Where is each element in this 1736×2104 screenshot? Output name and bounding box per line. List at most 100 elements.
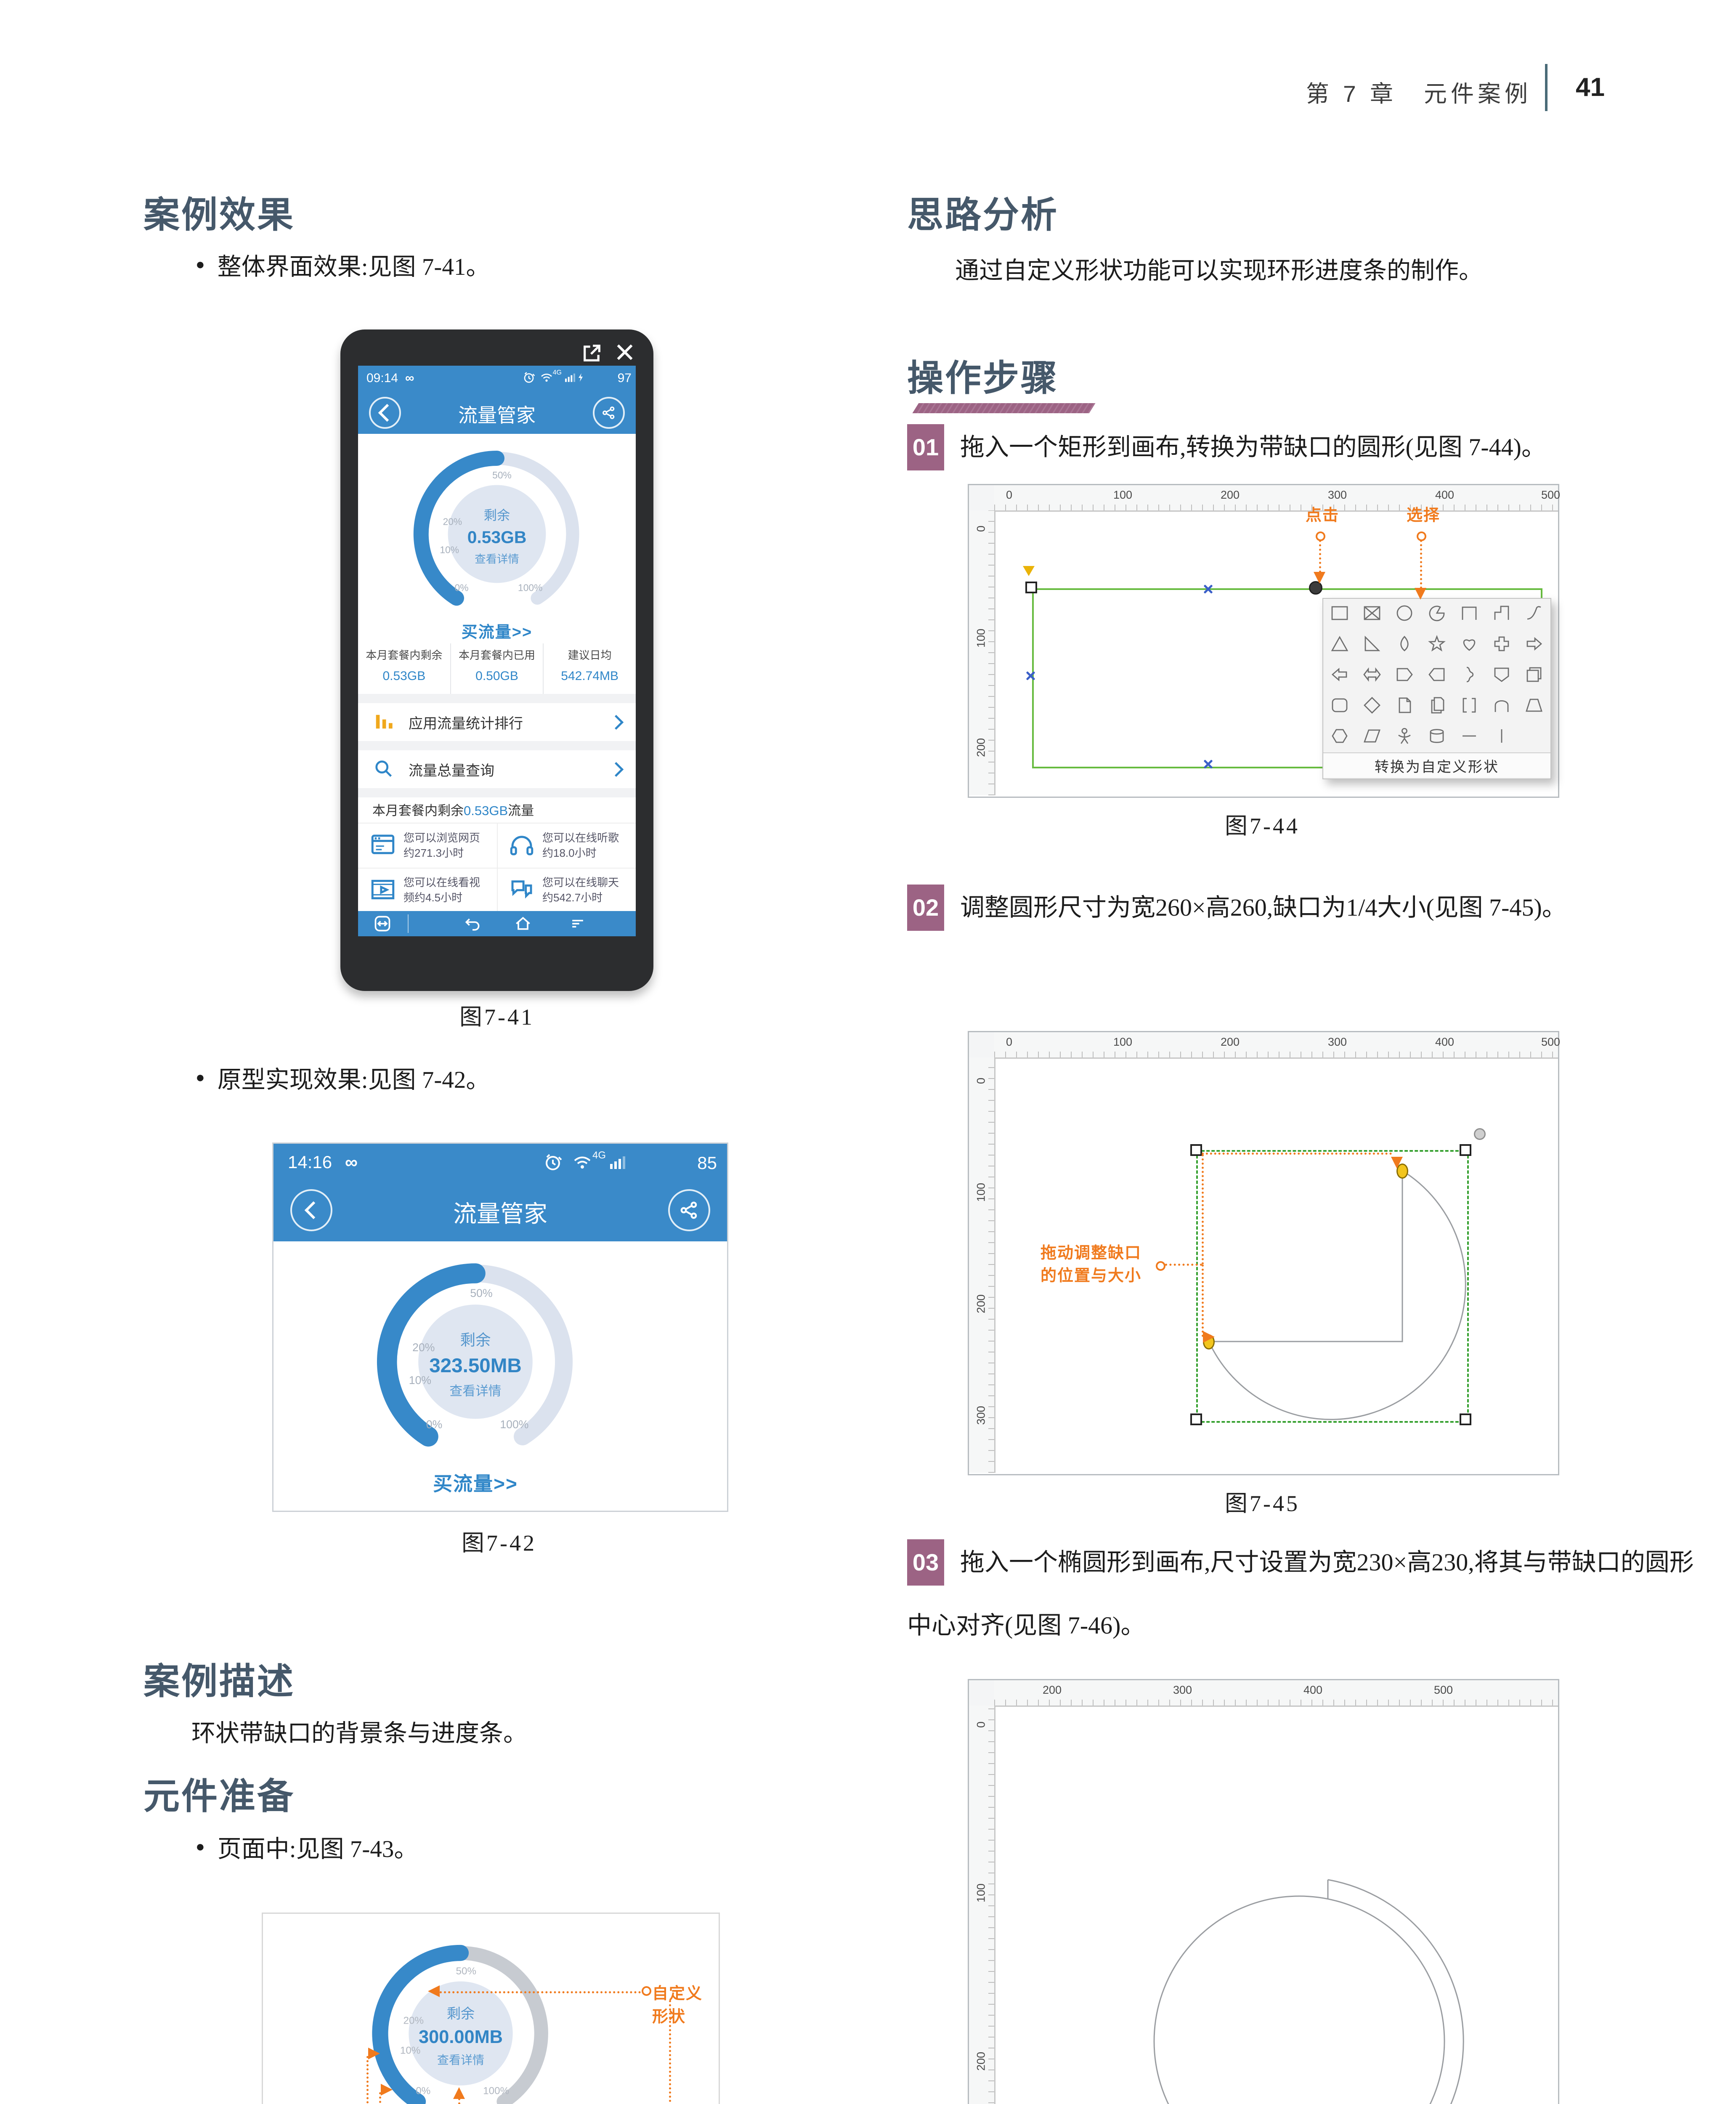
step-02: 02 调整圆形尺寸为宽260×高260,缺口为1/4大小(见图 7-45)。 xyxy=(907,876,1702,939)
shape-placeholder-icon[interactable] xyxy=(1362,603,1382,625)
share-button[interactable] xyxy=(593,397,625,429)
shape-cross-icon[interactable] xyxy=(1492,634,1512,656)
analysis-body: 通过自定义形状功能可以实现环形进度条的制作。 xyxy=(955,258,1483,284)
shape-rectangle-icon[interactable] xyxy=(1330,603,1350,625)
status-time: 09:14 xyxy=(366,371,398,385)
data-gauge: 50% 20% 10% 0% 100% 剩余 300.00MB 查看详情 xyxy=(372,1945,548,2104)
bullet-page: ● 页面中:见图 7-43。 xyxy=(196,1830,722,1864)
shape-page-icon[interactable] xyxy=(1394,695,1415,717)
shape-papers-icon[interactable] xyxy=(1524,664,1544,687)
prototype-header: 14:16 ∞ 4G 85 流量管家 xyxy=(223,1144,727,1241)
list-item-total-query[interactable]: 流量总量查询 xyxy=(358,750,636,788)
shape-arrow-left-icon[interactable] xyxy=(1330,664,1350,687)
list-item-label: 应用流量统计排行 xyxy=(409,715,523,732)
corner-handle[interactable] xyxy=(1460,1413,1471,1425)
view-detail-link[interactable]: 查看详情 xyxy=(475,553,519,565)
shape-database-icon[interactable] xyxy=(1427,726,1447,748)
annotation-line xyxy=(1202,1265,1204,1337)
shape-brackets-icon[interactable] xyxy=(1459,695,1479,717)
case-desc-body: 环状带缺口的背景条与进度条。 xyxy=(191,1720,527,1747)
svg-text:100%: 100% xyxy=(518,582,542,593)
shape-heart-icon[interactable] xyxy=(1459,634,1479,656)
shape-step-rect-icon[interactable] xyxy=(1492,603,1512,625)
shape-pages-icon[interactable] xyxy=(1427,695,1447,717)
anchor-x-icon xyxy=(1025,670,1036,681)
chevron-right-icon xyxy=(608,762,624,777)
bullet-prototype-text: 原型实现效果:见图 7-42。 xyxy=(217,1067,490,1093)
shape-triangle-icon[interactable] xyxy=(1330,634,1350,656)
shape-hexagon-icon[interactable] xyxy=(1330,726,1350,748)
phone-screen: 09:14 ∞ 4G 97 流量管家 xyxy=(358,366,636,936)
menu-icon[interactable] xyxy=(568,914,587,935)
shape-open-rect-icon[interactable] xyxy=(1459,603,1479,625)
shape-actor-icon[interactable] xyxy=(1394,726,1415,748)
svg-text:50%: 50% xyxy=(492,470,512,481)
rotate-handle-icon[interactable] xyxy=(1023,566,1035,576)
corner-handle[interactable] xyxy=(1190,1413,1202,1425)
shape-banner-icon[interactable] xyxy=(1492,664,1512,687)
shape-ellipse-icon[interactable] xyxy=(1394,603,1415,625)
shape-arrow-both-icon[interactable] xyxy=(1362,664,1382,687)
external-link-icon[interactable] xyxy=(581,342,603,366)
svg-text:20%: 20% xyxy=(412,1341,435,1354)
alarm-icon xyxy=(522,371,536,386)
shape-vline-icon[interactable] xyxy=(1492,726,1512,748)
svg-text:查看详情: 查看详情 xyxy=(437,2054,484,2067)
bottom-nav-bar xyxy=(358,911,636,936)
view-detail-link[interactable]: 查看详情 xyxy=(449,1384,501,1398)
shape-rounded-rect-icon[interactable] xyxy=(1330,695,1350,717)
shape-diamond-icon[interactable] xyxy=(1362,695,1382,717)
battery-percent: 97 xyxy=(617,371,632,385)
step-number-badge: 02 xyxy=(907,885,944,931)
shape-arch-icon[interactable] xyxy=(1492,695,1512,717)
share-button[interactable] xyxy=(668,1189,710,1231)
shape-drop-icon[interactable] xyxy=(1394,634,1415,656)
apps-icon[interactable] xyxy=(373,914,392,935)
close-icon[interactable] xyxy=(613,340,637,366)
undo-icon[interactable] xyxy=(463,914,482,935)
tip-browse: 您可以浏览网页 约271.3小时 xyxy=(403,832,480,859)
signal-icon xyxy=(563,371,577,386)
buy-data-link[interactable]: 买流量>> xyxy=(461,624,533,641)
stats-row: 本月套餐内剩余 0.53GB 本月套餐内已用 0.50GB 建议日均 542.7… xyxy=(358,643,636,694)
horizontal-ruler: 0 100 200 300 400 500 xyxy=(994,485,1560,512)
buy-data-link[interactable]: 买流量>> xyxy=(433,1473,518,1495)
arrow-down-icon xyxy=(1391,1157,1403,1169)
figure-7-41-phone: 09:14 ∞ 4G 97 流量管家 xyxy=(340,329,653,991)
shape-hline-icon[interactable] xyxy=(1459,726,1479,748)
rotate-handle[interactable] xyxy=(1474,1128,1486,1140)
selection-bounds xyxy=(1196,1150,1469,1423)
app-title: 流量管家 xyxy=(453,1201,547,1227)
step-01: 01 拖入一个矩形到画布,转换为带缺口的圆形(见图 7-44)。 xyxy=(907,416,1702,479)
share-icon xyxy=(603,406,615,419)
shape-trapezoid-icon[interactable] xyxy=(1524,695,1544,717)
list-item-usage-rank[interactable]: 应用流量统计排行 xyxy=(358,703,636,741)
shape-brace-icon[interactable] xyxy=(1459,664,1479,687)
annotation-line xyxy=(1202,1153,1392,1155)
shape-pie-icon[interactable] xyxy=(1427,603,1447,625)
bullet-icon: ● xyxy=(196,1838,205,1855)
step-03: 03 拖入一个椭圆形到画布,尺寸设置为宽230×高230,将其与带缺口的圆形中心… xyxy=(907,1531,1702,1657)
svg-text:20%: 20% xyxy=(403,2015,424,2026)
menu-convert-custom-shape[interactable]: 转换为自定义形状 xyxy=(1323,752,1550,778)
arrow-left-icon xyxy=(428,1985,440,1997)
back-button[interactable] xyxy=(369,397,401,429)
back-button[interactable] xyxy=(290,1189,332,1231)
network-type: 4G xyxy=(592,1150,606,1161)
wifi-icon xyxy=(572,1152,592,1174)
home-icon[interactable] xyxy=(514,914,532,935)
svg-text:10%: 10% xyxy=(400,2045,420,2056)
svg-text:10%: 10% xyxy=(409,1374,431,1387)
shape-pentagon-right-icon[interactable] xyxy=(1394,664,1415,687)
corner-handle[interactable] xyxy=(1025,582,1037,593)
shape-parallelogram-icon[interactable] xyxy=(1362,726,1382,748)
corner-handle[interactable] xyxy=(1460,1144,1471,1156)
shape-arrow-right-icon[interactable] xyxy=(1524,634,1544,656)
corner-handle[interactable] xyxy=(1190,1144,1202,1156)
figure-7-44-canvas: 0 100 200 300 400 500 0 100 200 xyxy=(968,484,1560,798)
svg-text:剩余: 剩余 xyxy=(460,1331,491,1349)
shape-pentagon-left-icon[interactable] xyxy=(1427,664,1447,687)
shape-curve-icon[interactable] xyxy=(1524,603,1544,625)
shape-right-triangle-icon[interactable] xyxy=(1362,634,1382,656)
shape-star-icon[interactable] xyxy=(1427,634,1447,656)
